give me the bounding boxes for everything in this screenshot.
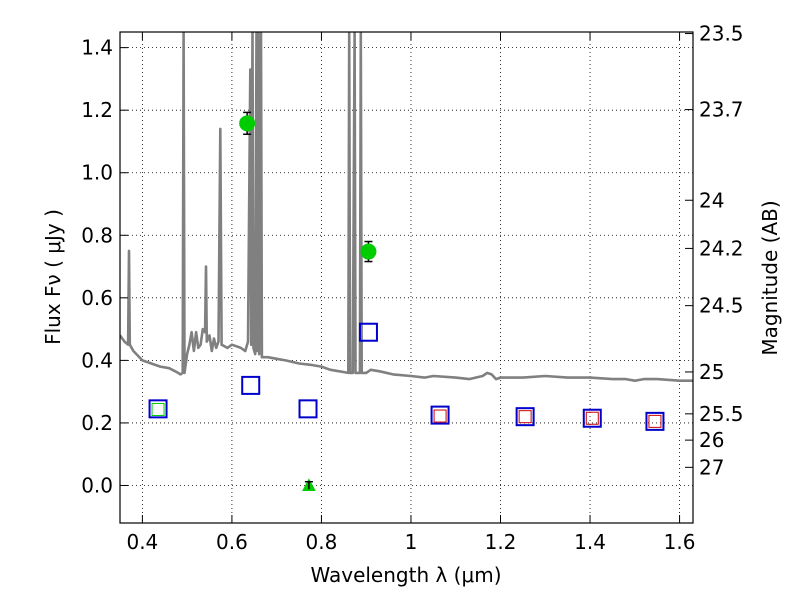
y-tick-label: 1.4 — [81, 36, 113, 60]
x-axis: 0.4 0.6 0.8 1 1.2 1.4 1.6 — [126, 32, 695, 554]
model-flux-inner — [585, 411, 599, 425]
x-tick-label: 1 — [405, 530, 418, 554]
model-flux-box — [298, 399, 318, 419]
y-tick-label: 1.2 — [81, 98, 113, 122]
model-flux-box — [582, 408, 602, 428]
model-flux-box — [430, 405, 450, 425]
y2-tick-label: 26 — [699, 428, 724, 452]
observed-point — [360, 243, 377, 260]
y2-tick-label: 25.5 — [699, 402, 744, 426]
x-axis-label: Wavelength λ (μm) — [310, 563, 501, 587]
x-tick-label: 1.4 — [574, 530, 606, 554]
plot-frame — [119, 31, 694, 524]
y-tick-label: 0.4 — [81, 348, 113, 372]
y-axis: 0.0 0.2 0.4 0.6 0.8 1.0 1.2 1.4 — [81, 36, 128, 497]
model-flux-inner — [151, 402, 165, 416]
model-flux-box — [148, 399, 168, 419]
y2-tick-label: 24.2 — [699, 236, 744, 260]
x-tick-label: 0.8 — [306, 530, 338, 554]
y-axis-label: Flux Fν ( μJy ) — [41, 209, 65, 345]
model-flux-inner — [648, 414, 662, 428]
markers — [148, 111, 665, 491]
y-tick-label: 1.0 — [81, 161, 113, 185]
spectrum-line — [120, 32, 693, 382]
x-tick-label: 1.2 — [485, 530, 517, 554]
y2-tick-label: 25 — [699, 360, 724, 384]
y2-tick-label: 23.5 — [699, 22, 744, 46]
model-flux-inner — [518, 410, 532, 424]
observed-point — [239, 115, 256, 132]
model-flux-box — [358, 322, 378, 342]
y2-tick-label: 24 — [699, 188, 724, 212]
model-flux-inner — [433, 409, 447, 423]
y2-axis: 23.5 23.7 24 24.2 24.5 25 25.526 27 — [685, 22, 744, 479]
y2-tick-label: 27 — [699, 455, 724, 479]
model-flux-box — [241, 375, 261, 395]
x-tick-label: 1.6 — [664, 530, 696, 554]
y-tick-label: 0.6 — [81, 286, 113, 310]
model-spectrum — [120, 32, 693, 382]
x-tick-label: 0.6 — [216, 530, 248, 554]
model-flux-box — [645, 411, 665, 431]
y-tick-label: 0.8 — [81, 223, 113, 247]
y-tick-label: 0.0 — [81, 473, 113, 497]
y-tick-label: 0.2 — [81, 411, 113, 435]
plot-content — [120, 32, 693, 491]
y2-tick-label: 24.5 — [699, 294, 744, 318]
y2-axis-label: Magnitude (AB) — [758, 200, 782, 355]
y2-tick-label: 23.7 — [699, 98, 744, 122]
x-tick-label: 0.4 — [126, 530, 158, 554]
model-flux-box — [515, 407, 535, 427]
